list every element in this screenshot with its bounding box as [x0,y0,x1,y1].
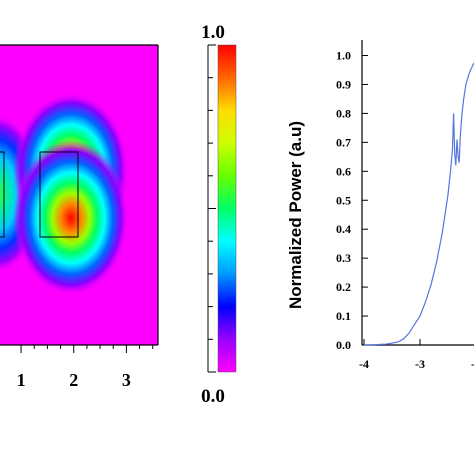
heatmap-x-tick-label: 1 [17,370,26,390]
line-plot-y-tick-label: 0.0 [336,338,351,352]
heatmap-x-tick-label: 3 [122,370,131,390]
line-plot-y-tick-label: 0.5 [336,193,351,207]
waveguide-right-outline [39,151,79,238]
heatmap-x-tick-label: 2 [69,370,78,390]
colorbar: 1.0 0.0 [201,22,237,407]
heatmap-tick-labels: 1 2 3 [17,370,131,390]
heatmap-panel: 1 2 3 [0,44,159,390]
line-plot-y-tick-label: 0.7 [336,135,351,149]
line-plot-y-tick-label: 0.6 [336,164,351,178]
line-plot-y-tick-label: 0.1 [336,309,351,323]
colorbar-min-label: 0.0 [201,386,225,407]
line-plot-y-tick-label: 1.0 [336,49,351,63]
line-plot-x-tick-label: -3 [415,357,425,371]
heatmap-ticks [20,345,154,353]
line-plot-y-label: Normalized Power (a.u) [286,121,305,309]
line-plot-y-tick-label: 0.9 [336,77,351,91]
line-plot-panel: 0.0 0.1 0.2 0.3 0.4 0.5 0.6 0.7 0.8 0.9 1.0 -4 -3 -2… [286,40,474,371]
colorbar-max-label: 1.0 [201,22,225,43]
line-plot-y-tick-label: 0.4 [336,222,351,236]
line-plot-ticks [362,55,421,346]
field-intensity [0,92,130,296]
line-plot-x-tick-label: -2 [471,357,474,371]
line-plot-x-tick-label: -4 [359,357,369,371]
line-plot-x-tick-labels: -4 -3 -2 [359,357,474,371]
colorbar-gradient [217,44,237,373]
power-curve [363,62,474,346]
line-plot-y-tick-label: 0.8 [336,106,351,120]
field-peak-3 [13,140,130,296]
line-plot-y-tick-labels: 0.0 0.1 0.2 0.3 0.4 0.5 0.6 0.7 0.8 0.9 1.0 [336,49,351,353]
line-plot-y-tick-label: 0.2 [336,280,351,294]
waveguide-left-outline [0,151,5,238]
colorbar-ticks [208,44,216,373]
line-plot-y-tick-label: 0.3 [336,251,351,265]
